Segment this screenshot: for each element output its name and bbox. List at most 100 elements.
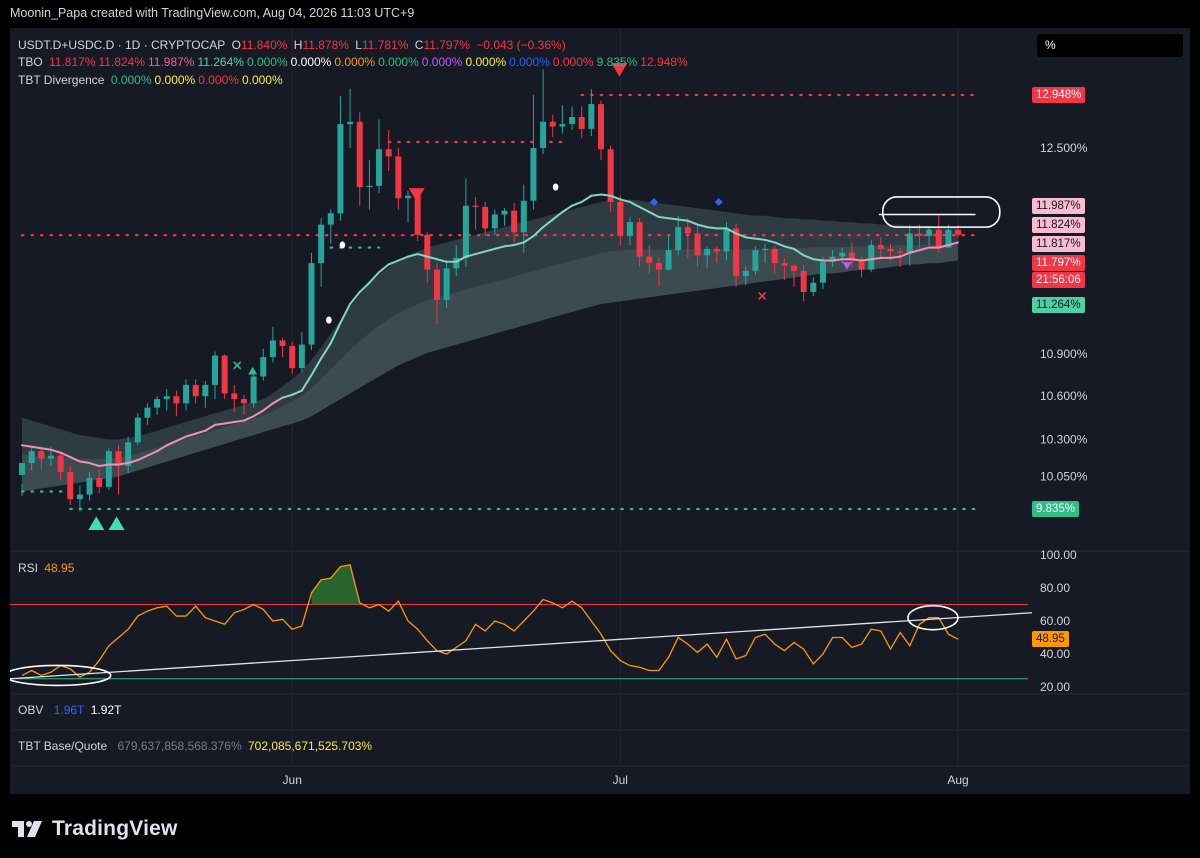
candle-body-53 — [530, 148, 537, 201]
tbo-fast-seg-96 — [937, 244, 950, 249]
tbo-fast-seg-54 — [532, 226, 545, 238]
price-tag-7: 9.835% — [1032, 501, 1080, 517]
tbo-fast-seg-78 — [764, 238, 776, 244]
legend-obv: OBV 1.96T 1.92T — [18, 703, 124, 717]
time-tick-label-1: Jul — [613, 773, 628, 787]
candle-body-50 — [501, 210, 508, 215]
price-tick-label-3: 10.300% — [1040, 432, 1088, 446]
price-tag-0: 12.948% — [1032, 87, 1086, 103]
tbo-fast-seg-61 — [600, 193, 612, 197]
tbo-fast-seg-17 — [175, 435, 188, 442]
time-tick-label-2: Aug — [947, 773, 968, 787]
candle-body-13 — [144, 407, 151, 418]
candle-body-96 — [945, 229, 952, 248]
tbo-fast-seg-35 — [349, 290, 361, 305]
tbo-fast-seg-80 — [783, 245, 795, 250]
tbo-label[interactable]: TBO — [18, 55, 43, 69]
candle-body-15 — [163, 396, 170, 400]
tbo-fast-seg-75 — [735, 232, 747, 239]
tradingview-footer[interactable]: TradingView — [12, 814, 178, 844]
tbo-values-3: 11.264% — [197, 55, 244, 69]
candle-body-43 — [433, 269, 440, 300]
candle-body-0 — [19, 463, 25, 475]
obv-value-1: 1.96T — [53, 703, 85, 717]
price-tick-label-1: 10.900% — [1040, 347, 1088, 361]
tbo-fast-seg-36 — [358, 281, 371, 293]
rsi-trendline-0 — [10, 612, 1033, 680]
tbo-fast-seg-51 — [503, 244, 516, 248]
candle-body-83 — [819, 261, 826, 283]
tbo-fast-seg-81 — [793, 247, 805, 257]
white-drop-marker-0 — [339, 241, 346, 249]
tbo-fast-seg-46 — [455, 255, 467, 263]
scale-mode-box[interactable]: % — [1037, 34, 1183, 57]
rsi-tick-label-0: 100.00 — [1040, 548, 1077, 562]
tbo-fast-seg-57 — [561, 204, 574, 213]
candle-body-62 — [617, 201, 624, 237]
tbo-fast-seg-72 — [706, 226, 718, 230]
tbo-fast-seg-64 — [628, 200, 641, 208]
tbo-fast-seg-1 — [21, 444, 33, 448]
candle-body-55 — [549, 121, 556, 127]
candle-body-49 — [491, 214, 498, 229]
tbo-fast-seg-2 — [30, 445, 43, 450]
candle-body-82 — [810, 282, 817, 292]
c-label: C — [414, 38, 424, 52]
symbol-label[interactable]: USDT.D+USDC.D · 1D · CRYPTOCAP — [18, 38, 226, 52]
sell-triangle-1 — [408, 188, 425, 202]
rsi-label[interactable]: RSI — [18, 561, 39, 575]
candle-body-36 — [366, 185, 373, 188]
rsi-overbought-fill — [311, 564, 360, 605]
candle-body-84 — [829, 256, 836, 262]
candle-body-61 — [607, 149, 614, 202]
open-value: 11.840% — [240, 38, 288, 52]
tbo-fast-seg-92 — [899, 251, 911, 258]
candle-body-22 — [231, 393, 238, 400]
candle-body-21 — [221, 355, 228, 394]
tbo-fast-seg-91 — [889, 255, 902, 259]
tbo-fast-seg-87 — [850, 258, 863, 262]
candle-body-54 — [540, 121, 547, 149]
tbo-fast-seg-20 — [204, 423, 216, 432]
legend-rsi: RSI 48.95 — [18, 561, 77, 575]
chart-svg[interactable]: 12.500% 10.900% 10.600% 10.300% 10.050% 100.0… — [10, 28, 1190, 794]
tbo-fast-seg-60 — [590, 193, 602, 197]
divergence-label[interactable]: TBT Divergence — [18, 73, 105, 87]
tradingview-brand: TradingView — [52, 817, 178, 840]
tbo-cloud-inner — [22, 243, 959, 492]
tbo-fast-seg-3 — [40, 447, 52, 451]
tbo-values-7: 0.000% — [378, 55, 419, 69]
tbo-fast-seg-13 — [136, 454, 149, 462]
tbo-fast-seg-22 — [223, 421, 236, 425]
price-tag-1: 11.987% — [1032, 197, 1085, 214]
div-values-1: 0.000% — [154, 73, 196, 87]
candle-body-44 — [443, 268, 450, 300]
buy-small-triangle — [248, 366, 258, 375]
candle-body-71 — [704, 248, 711, 256]
divergence-values: 0.000% 0.000% 0.000% 0.000% — [111, 73, 286, 87]
candle-body-51 — [511, 210, 518, 233]
tbo-fast-seg-11 — [117, 462, 130, 466]
green-cross-marker — [233, 361, 242, 370]
candle-body-97 — [955, 229, 962, 235]
tbo-fast-seg-6 — [69, 456, 81, 463]
candle-body-41 — [414, 195, 421, 235]
tbo-fast-seg-68 — [667, 217, 680, 221]
candle-body-88 — [868, 245, 875, 270]
rsi-annotation-right — [907, 604, 959, 631]
candle-body-65 — [646, 256, 653, 264]
tbo-cloud — [22, 199, 959, 492]
candle-body-5 — [67, 471, 74, 500]
rsi-line — [21, 564, 959, 678]
candle-body-52 — [520, 200, 527, 233]
tbo-fast-seg-12 — [127, 459, 139, 465]
base-quote-label[interactable]: TBT Base/Quote — [18, 739, 108, 753]
tbo-fast-seg-16 — [165, 439, 178, 447]
white-drop-marker-1 — [326, 316, 332, 324]
legend-divergence: TBT Divergence 0.000% 0.000% 0.000% 0.000% — [18, 73, 289, 87]
obv-label[interactable]: OBV — [18, 703, 44, 717]
candle-body-25 — [260, 356, 267, 377]
candle-body-31 — [318, 224, 325, 264]
tbo-fast-seg-34 — [339, 302, 352, 324]
chart-frame[interactable]: 12.500% 10.900% 10.600% 10.300% 10.050% 100.0… — [10, 28, 1190, 794]
